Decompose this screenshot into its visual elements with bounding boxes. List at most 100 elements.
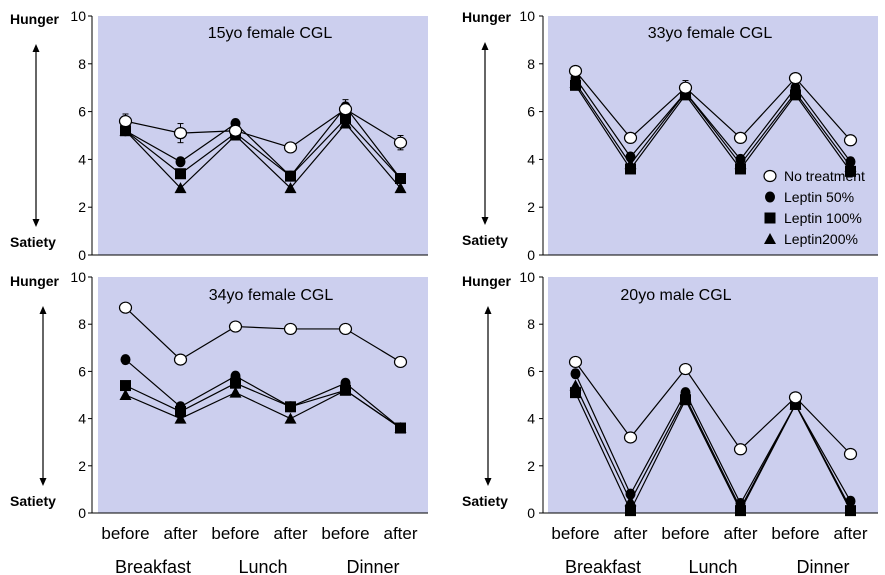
x-tick-label: before <box>321 524 369 543</box>
data-point-s2 <box>625 151 636 163</box>
x-tick-label: after <box>723 524 757 543</box>
data-point-s2 <box>230 370 241 382</box>
series-line-4 <box>125 122 401 189</box>
data-point-s1 <box>228 124 243 137</box>
hunger-label: Hunger <box>462 9 512 25</box>
data-point-s2 <box>570 368 581 380</box>
x-group-label: Breakfast <box>115 557 191 575</box>
data-point-s1 <box>678 362 693 376</box>
series-line-1 <box>125 108 401 149</box>
data-point-s2 <box>845 495 856 507</box>
chart-panel-1: 0 2 4 6 8 10 15yo female CGL Hunger Satiety <box>10 8 428 263</box>
data-point-s3 <box>625 505 636 517</box>
chart-panel-2: 0 2 4 6 8 10 33yo female CGL Hunger Satiety <box>462 8 878 263</box>
x-tick-label: before <box>101 524 149 543</box>
chart-panel-3: 0 2 4 6 8 10 34yo female CGL Hunger Satiety befor… <box>10 269 428 575</box>
data-point-s4 <box>229 386 242 398</box>
data-point-s2 <box>680 387 691 399</box>
data-point-s1 <box>173 353 188 366</box>
series-line-4 <box>575 82 851 167</box>
hunger-label: Hunger <box>10 273 60 289</box>
data-point-s3 <box>340 113 351 125</box>
data-point-s1 <box>393 136 408 149</box>
legend-label: Leptin 50% <box>784 189 854 205</box>
y-tick-label: 6 <box>78 363 86 379</box>
arrow-down-icon <box>32 219 40 227</box>
legend-marker <box>765 191 775 203</box>
x-tick-label: after <box>163 524 197 543</box>
arrow-up-icon <box>39 306 47 314</box>
y-tick-label: 2 <box>78 199 86 215</box>
y-tick-label: 4 <box>78 151 86 167</box>
data-point-s4 <box>284 412 297 424</box>
data-point-s4 <box>119 389 132 400</box>
y-tick-label: 0 <box>527 247 535 263</box>
data-point-s1 <box>733 131 748 144</box>
data-point-s1 <box>788 72 803 85</box>
data-point-s2 <box>285 170 296 182</box>
y-tick-label: 2 <box>78 458 86 474</box>
x-tick-label: before <box>211 524 259 543</box>
series-line-3 <box>574 392 852 513</box>
data-point-s3 <box>735 505 746 517</box>
data-point-s2 <box>395 422 406 434</box>
arrow-up-icon <box>32 44 40 52</box>
y-tick-label: 4 <box>527 411 535 427</box>
data-point-s1 <box>393 355 408 369</box>
arrow-down-icon <box>481 217 489 225</box>
data-point-s3 <box>230 377 241 389</box>
y-tick-label: 2 <box>527 199 535 215</box>
series-line-2 <box>125 105 401 179</box>
data-point-s1 <box>623 431 638 444</box>
y-tick-label: 0 <box>78 247 86 263</box>
data-point-s3 <box>845 165 856 177</box>
x-tick-label: after <box>613 524 647 543</box>
data-point-s1 <box>788 391 803 404</box>
x-tick-label: before <box>771 524 819 543</box>
data-point-s2 <box>625 488 636 500</box>
data-point-s1 <box>228 320 243 333</box>
chart-title: 34yo female CGL <box>209 287 334 304</box>
arrow-down-icon <box>39 478 47 486</box>
arrow-down-icon <box>484 478 492 486</box>
plot-area <box>98 16 428 255</box>
data-point-s3 <box>570 79 581 91</box>
legend-label: No treatment <box>784 168 865 184</box>
data-point-s2 <box>790 82 801 94</box>
legend-item: No treatment <box>763 168 865 184</box>
y-tick-label: 10 <box>519 269 535 285</box>
legend-marker <box>763 169 777 183</box>
data-point-s1 <box>568 355 583 369</box>
data-point-s2 <box>175 401 186 413</box>
data-point-s4 <box>174 182 187 194</box>
x-tick-label: before <box>661 524 709 543</box>
satiety-label: Satiety <box>10 234 56 250</box>
x-group-label: Dinner <box>796 557 849 575</box>
data-point-s4 <box>624 495 637 507</box>
data-point-s3 <box>570 387 581 399</box>
plot-area <box>548 277 878 513</box>
satiety-label: Satiety <box>462 493 508 509</box>
data-point-s1 <box>283 141 298 154</box>
legend-item: Leptin 100% <box>764 210 862 226</box>
data-point-s1 <box>283 322 298 336</box>
data-point-s3 <box>340 384 351 396</box>
y-tick-label: 4 <box>527 151 535 167</box>
satiety-label: Satiety <box>10 493 56 509</box>
y-tick-label: 10 <box>519 8 535 24</box>
data-point-s2 <box>285 401 296 413</box>
chart-title: 33yo female CGL <box>648 25 773 42</box>
data-point-s3 <box>735 163 746 175</box>
series-line-2 <box>125 359 401 429</box>
data-point-s1 <box>338 103 353 116</box>
series-line-2 <box>574 373 852 505</box>
legend-item: Leptin 50% <box>765 189 854 205</box>
series-line-1 <box>575 361 851 455</box>
series-line-2 <box>575 77 851 163</box>
data-point-s2 <box>340 377 351 389</box>
data-point-s1 <box>678 81 693 94</box>
y-tick-label: 8 <box>527 56 535 72</box>
x-group-label: Breakfast <box>565 557 641 575</box>
